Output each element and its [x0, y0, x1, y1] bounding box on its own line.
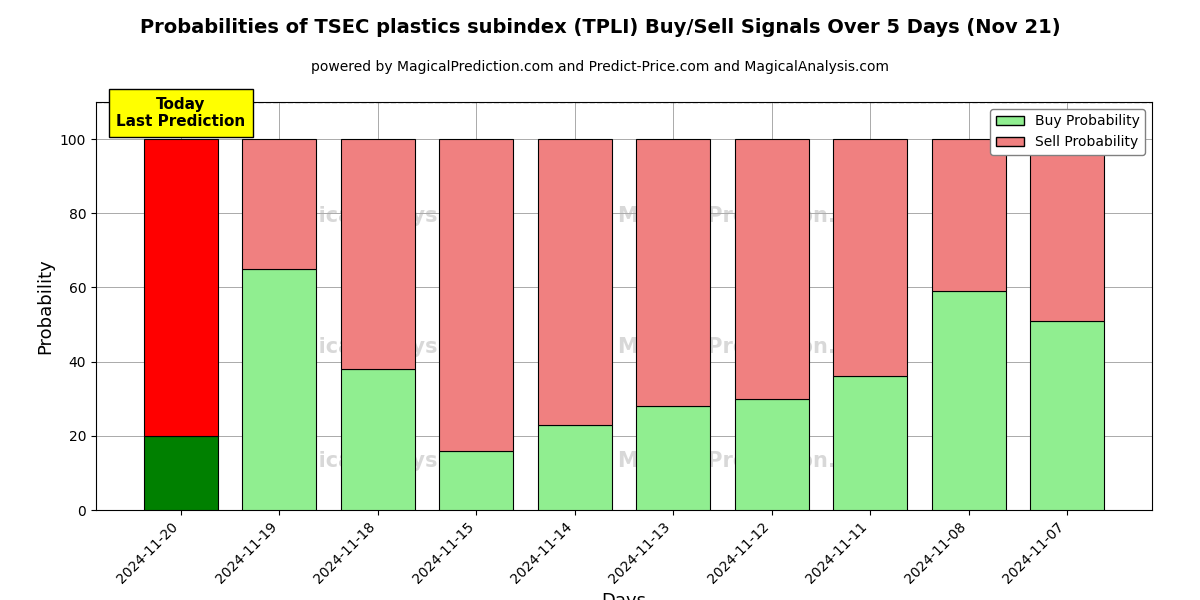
- Bar: [833, 139, 907, 376]
- Legend: Buy Probability, Sell Probability: Buy Probability, Sell Probability: [990, 109, 1145, 155]
- Bar: [439, 139, 514, 451]
- Bar: [242, 269, 317, 510]
- Bar: [144, 139, 218, 436]
- Bar: [341, 369, 415, 510]
- Bar: [931, 291, 1006, 510]
- Text: MagicalAnalysis.com: MagicalAnalysis.com: [270, 451, 514, 471]
- X-axis label: Days: Days: [601, 592, 647, 600]
- Text: MagicalPrediction.com: MagicalPrediction.com: [617, 451, 884, 471]
- Text: MagicalAnalysis.com: MagicalAnalysis.com: [270, 337, 514, 357]
- Y-axis label: Probability: Probability: [36, 258, 54, 354]
- Bar: [931, 139, 1006, 291]
- Bar: [538, 139, 612, 425]
- Bar: [144, 436, 218, 510]
- Text: Probabilities of TSEC plastics subindex (TPLI) Buy/Sell Signals Over 5 Days (Nov: Probabilities of TSEC plastics subindex …: [139, 18, 1061, 37]
- Bar: [636, 139, 710, 406]
- Bar: [1030, 321, 1104, 510]
- Bar: [636, 406, 710, 510]
- Bar: [734, 139, 809, 399]
- Bar: [734, 399, 809, 510]
- Text: Today
Last Prediction: Today Last Prediction: [116, 97, 246, 130]
- Bar: [833, 376, 907, 510]
- Bar: [439, 451, 514, 510]
- Bar: [538, 425, 612, 510]
- Text: MagicalAnalysis.com: MagicalAnalysis.com: [270, 206, 514, 226]
- Bar: [341, 139, 415, 369]
- Bar: [242, 139, 317, 269]
- Text: MagicalPrediction.com: MagicalPrediction.com: [617, 337, 884, 357]
- Text: MagicalPrediction.com: MagicalPrediction.com: [617, 206, 884, 226]
- Text: powered by MagicalPrediction.com and Predict-Price.com and MagicalAnalysis.com: powered by MagicalPrediction.com and Pre…: [311, 60, 889, 74]
- Bar: [1030, 139, 1104, 321]
